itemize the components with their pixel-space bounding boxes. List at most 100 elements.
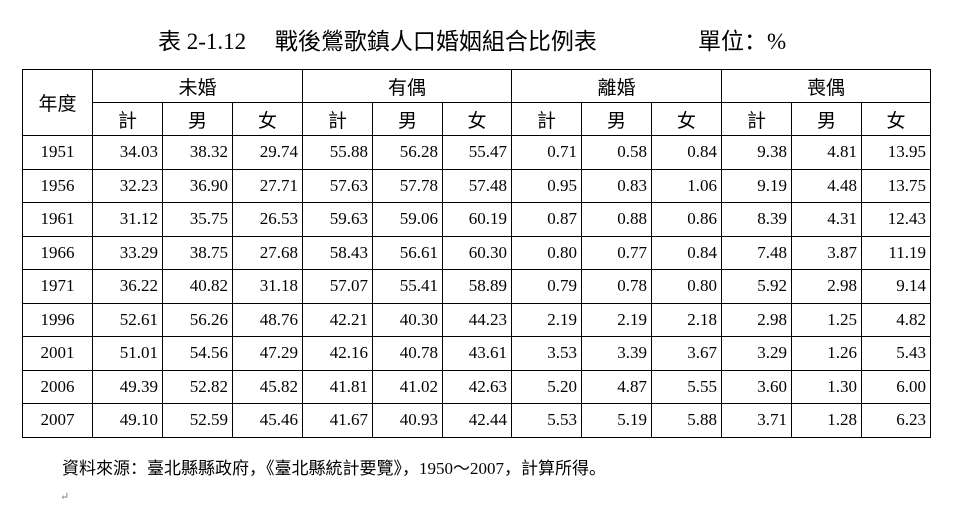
group-header-widowed: 喪偶 [721,69,931,103]
table-row: 1961 31.12 35.75 26.53 59.63 59.06 60.19 0.87 0.… [22,202,931,237]
value-cell: 57.07 [302,269,373,304]
title-row: 表 2-1.12 戰後鶯歌鎮人口婚姻組合比例表 單位：% [0,22,955,56]
value-cell: 52.61 [92,302,163,337]
value-cell: 34.03 [92,135,163,170]
table-row: 1966 33.29 38.75 27.68 58.43 56.61 60.30 0.80 0.… [22,235,931,270]
subheader-male: 男 [162,102,233,136]
subheader-male: 男 [581,102,652,136]
value-cell: 4.82 [861,302,931,337]
value-cell: 5.19 [581,403,652,438]
value-cell: 35.75 [162,202,233,237]
value-cell: 27.68 [232,235,303,270]
subheader-male: 男 [372,102,443,136]
value-cell: 1.28 [791,403,862,438]
unit-label: 單位：% [698,29,787,54]
value-cell: 4.81 [791,135,862,170]
value-cell: 58.89 [442,269,512,304]
value-cell: 1.30 [791,369,862,404]
value-cell: 49.39 [92,369,163,404]
value-cell: 5.43 [861,336,931,371]
value-cell: 33.29 [92,235,163,270]
value-cell: 48.76 [232,302,303,337]
paragraph-mark: ↵ [60,490,70,503]
group-header-row: 年度 未婚 有偶 離婚 喪偶 [22,69,931,136]
value-cell: 0.78 [581,269,652,304]
value-cell: 42.44 [442,403,512,438]
value-cell: 0.80 [511,235,582,270]
group-header-married: 有偶 [302,69,512,103]
value-cell: 59.63 [302,202,373,237]
value-cell: 31.18 [232,269,303,304]
value-cell: 38.32 [162,135,233,170]
value-cell: 5.53 [511,403,582,438]
value-cell: 58.43 [302,235,373,270]
value-cell: 49.10 [92,403,163,438]
value-cell: 56.28 [372,135,443,170]
value-cell: 1.25 [791,302,862,337]
value-cell: 54.56 [162,336,233,371]
value-cell: 0.84 [651,235,722,270]
value-cell: 43.61 [442,336,512,371]
value-cell: 0.83 [581,168,652,203]
value-cell: 40.78 [372,336,443,371]
table-row: 1951 34.03 38.32 29.74 55.88 56.28 55.47 0.71 0.… [22,135,931,170]
table-row: 1971 36.22 40.82 31.18 57.07 55.41 58.89 0.79 0.… [22,269,931,304]
value-cell: 8.39 [721,202,792,237]
value-cell: 1.06 [651,168,722,203]
value-cell: 2.18 [651,302,722,337]
value-cell: 0.71 [511,135,582,170]
value-cell: 2.98 [721,302,792,337]
value-cell: 36.90 [162,168,233,203]
value-cell: 57.78 [372,168,443,203]
value-cell: 0.80 [651,269,722,304]
value-cell: 60.30 [442,235,512,270]
value-cell: 3.29 [721,336,792,371]
value-cell: 6.00 [861,369,931,404]
subheader-total: 計 [302,102,373,136]
value-cell: 3.60 [721,369,792,404]
value-cell: 3.39 [581,336,652,371]
value-cell: 45.46 [232,403,303,438]
value-cell: 7.48 [721,235,792,270]
source-note: 資料來源：臺北縣縣政府，《臺北縣統計要覽》，1950～2007，計算所得。 [62,459,606,478]
value-cell: 52.59 [162,403,233,438]
value-cell: 41.67 [302,403,373,438]
value-cell: 9.38 [721,135,792,170]
value-cell: 44.23 [442,302,512,337]
marriage-ratio-table: 年度 未婚 有偶 離婚 喪偶 計 男 女 計 男 女 計 男 女 計 男 女 1… [22,69,931,438]
value-cell: 0.87 [511,202,582,237]
value-cell: 5.20 [511,369,582,404]
value-cell: 40.93 [372,403,443,438]
subheader-total: 計 [92,102,163,136]
value-cell: 41.81 [302,369,373,404]
value-cell: 5.88 [651,403,722,438]
value-cell: 56.26 [162,302,233,337]
value-cell: 45.82 [232,369,303,404]
value-cell: 3.53 [511,336,582,371]
value-cell: 42.16 [302,336,373,371]
subheader-total: 計 [721,102,792,136]
value-cell: 5.55 [651,369,722,404]
group-header-divorced: 離婚 [511,69,722,103]
value-cell: 11.19 [861,235,931,270]
value-cell: 3.71 [721,403,792,438]
value-cell: 0.58 [581,135,652,170]
value-cell: 4.31 [791,202,862,237]
group-header-unmarried: 未婚 [92,69,303,103]
year-cell: 1966 [22,235,93,270]
table-body: 1951 34.03 38.32 29.74 55.88 56.28 55.47 0.71 0.… [22,135,931,438]
sub-header-row: 計 男 女 計 男 女 計 男 女 計 男 女 [23,102,931,136]
year-header: 年度 [22,69,93,136]
value-cell: 57.48 [442,168,512,203]
value-cell: 4.87 [581,369,652,404]
subheader-female: 女 [861,102,931,136]
value-cell: 59.06 [372,202,443,237]
value-cell: 0.84 [651,135,722,170]
table-row: 2001 51.01 54.56 47.29 42.16 40.78 43.61 3.53 3.… [22,336,931,371]
value-cell: 13.95 [861,135,931,170]
year-cell: 2001 [22,336,93,371]
value-cell: 42.63 [442,369,512,404]
value-cell: 31.12 [92,202,163,237]
value-cell: 29.74 [232,135,303,170]
table-row: 1996 52.61 56.26 48.76 42.21 40.30 44.23 2.19 2.… [22,302,931,337]
